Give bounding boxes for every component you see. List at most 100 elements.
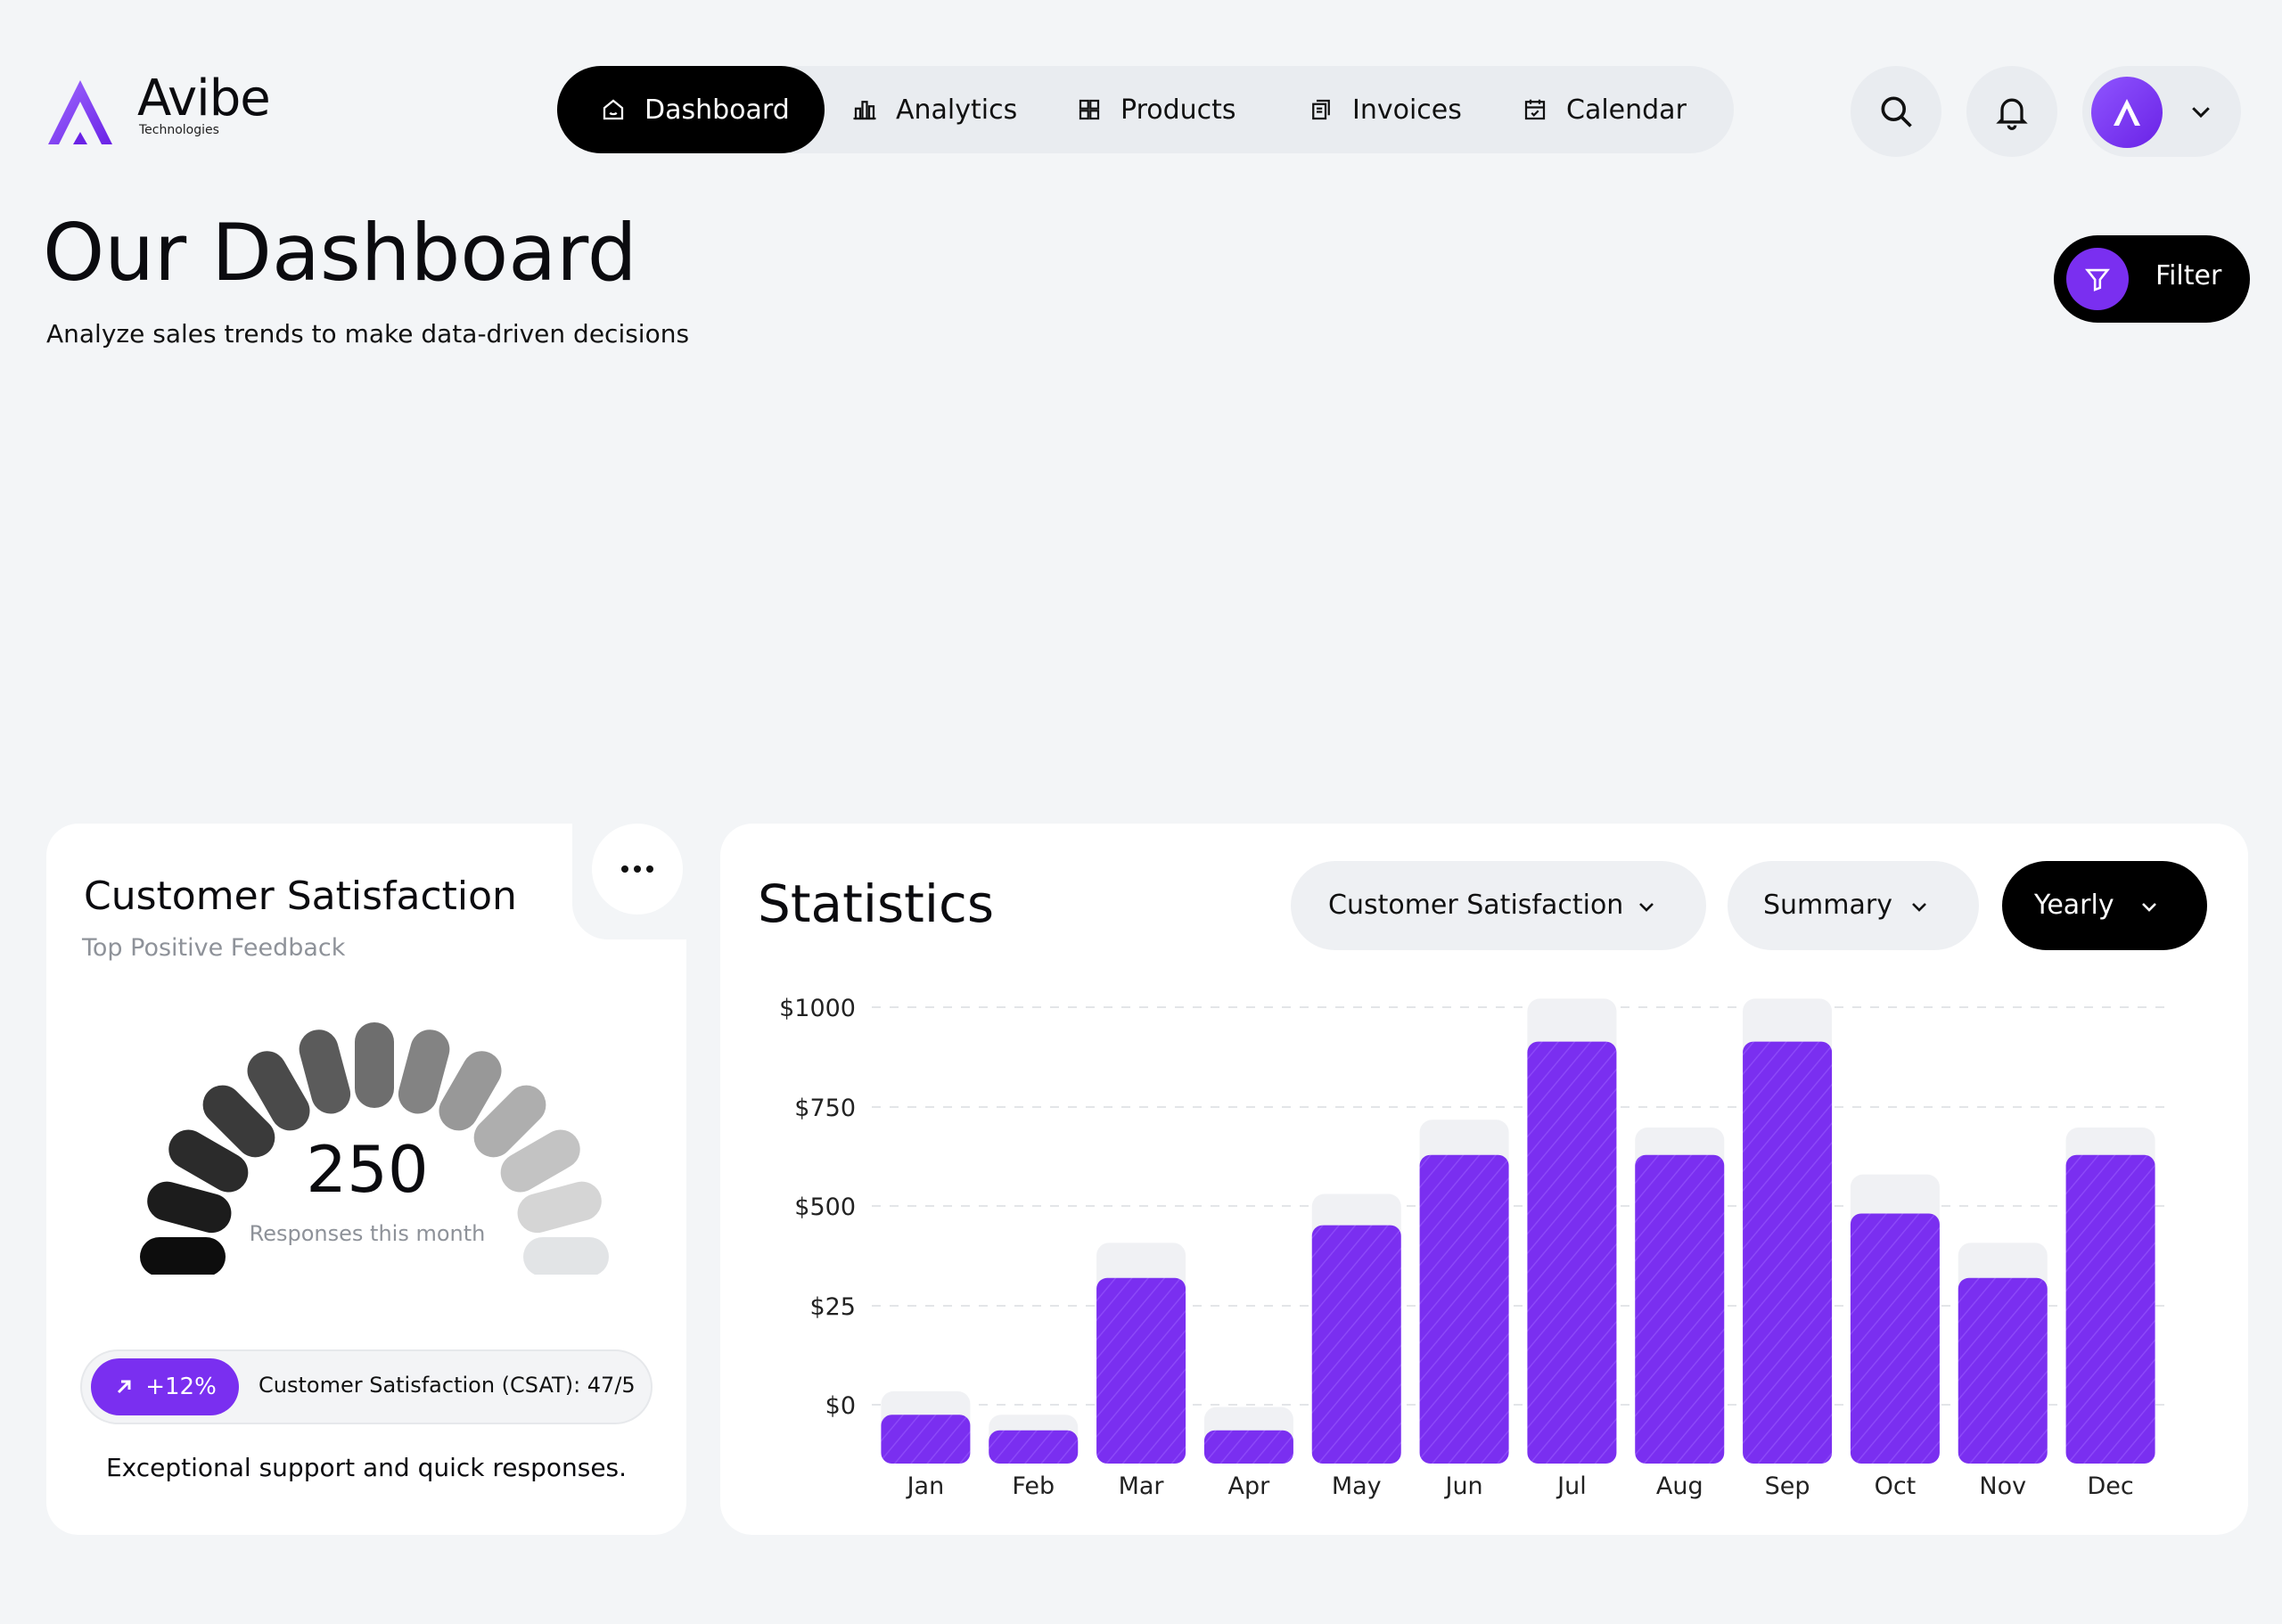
nav-item-products[interactable]: Products xyxy=(1076,66,1236,153)
chevron-down-icon xyxy=(2142,903,2156,912)
view-dropdown-label: Summary xyxy=(1763,890,1892,921)
gauge-segment xyxy=(523,1237,609,1275)
x-tick-label: May xyxy=(1332,1472,1382,1500)
filter-icon-wrap xyxy=(2066,248,2129,310)
grid-icon xyxy=(1079,99,1100,120)
filter-button[interactable]: Filter xyxy=(2054,235,2250,323)
more-options-button[interactable] xyxy=(592,824,683,915)
card-subtitle: Top Positive Feedback xyxy=(82,934,346,962)
brand-logo[interactable]: Avibe Technologies xyxy=(45,70,303,153)
csat-summary: +12% Customer Satisfaction (CSAT): 47/5 xyxy=(80,1349,653,1424)
bar-apr[interactable] xyxy=(1203,1430,1293,1464)
gauge-segment xyxy=(355,1022,394,1108)
y-tick-label: $0 xyxy=(825,1392,856,1420)
bar-chart-icon xyxy=(853,101,876,120)
nav-label: Invoices xyxy=(1352,94,1462,126)
csat-text: Customer Satisfaction (CSAT): 47/5 xyxy=(259,1373,636,1398)
brand-tagline: Technologies xyxy=(139,123,219,137)
y-tick-label: $25 xyxy=(809,1293,856,1321)
gauge-segment xyxy=(517,1181,602,1234)
responses-count: 250 xyxy=(306,1132,429,1207)
y-tick-label: $1000 xyxy=(779,995,856,1022)
bar-aug[interactable] xyxy=(1635,1154,1725,1464)
gauge-segment xyxy=(147,1181,232,1234)
card-title: Customer Satisfaction xyxy=(84,874,517,919)
nav-item-invoices[interactable]: Invoices xyxy=(1308,66,1462,153)
avatar xyxy=(2091,77,2163,148)
bar-feb[interactable] xyxy=(989,1430,1079,1464)
metric-dropdown-label: Customer Satisfaction xyxy=(1328,890,1624,921)
x-tick-label: Oct xyxy=(1875,1472,1917,1500)
home-icon xyxy=(603,99,624,120)
responses-label: Responses this month xyxy=(249,1221,486,1246)
chevron-down-icon xyxy=(1639,903,1654,912)
x-tick-label: Jun xyxy=(1443,1472,1482,1500)
satisfaction-gauge xyxy=(140,1022,609,1275)
y-tick-label: $750 xyxy=(794,1095,856,1122)
x-tick-label: Mar xyxy=(1119,1472,1165,1500)
bar-jun[interactable] xyxy=(1419,1154,1509,1464)
x-tick-label: Jul xyxy=(1556,1472,1587,1500)
bar-sep[interactable] xyxy=(1743,1041,1833,1464)
notifications-button[interactable] xyxy=(1966,66,2057,157)
bar-dec[interactable] xyxy=(2065,1154,2155,1464)
metric-dropdown[interactable]: Customer Satisfaction xyxy=(1291,861,1706,950)
main-navigation: Dashboard Analytics Products Invoices Ca… xyxy=(557,66,1734,153)
change-badge: +12% xyxy=(91,1358,239,1415)
nav-label: Dashboard xyxy=(644,94,790,126)
gauge-segment xyxy=(168,1129,249,1193)
gauge-segment xyxy=(439,1051,502,1131)
gauge-segment xyxy=(473,1085,546,1158)
profile-menu[interactable] xyxy=(2082,66,2241,157)
search-icon xyxy=(1881,96,1912,127)
bar-mar[interactable] xyxy=(1096,1277,1186,1464)
x-tick-label: Sep xyxy=(1765,1472,1810,1500)
brand-name: Avibe xyxy=(137,70,271,127)
calendar-icon xyxy=(1524,99,1546,120)
gauge-segment xyxy=(500,1129,580,1193)
x-tick-label: Nov xyxy=(1979,1472,2026,1500)
x-tick-label: Feb xyxy=(1012,1472,1055,1500)
x-tick-label: Jan xyxy=(906,1472,945,1500)
statistics-bar-chart: $0 $25 $500 $750 $1000 Jan Feb Mar Apr May Jun Jul A… xyxy=(779,995,2164,1500)
document-icon xyxy=(1312,99,1330,120)
view-dropdown[interactable]: Summary xyxy=(1728,861,1979,950)
x-tick-label: Dec xyxy=(2087,1472,2133,1500)
logo-mark-icon xyxy=(48,80,112,144)
bar-jul[interactable] xyxy=(1527,1041,1617,1464)
more-horizontal-icon xyxy=(621,865,653,873)
filter-label: Filter xyxy=(2155,260,2222,291)
period-dropdown[interactable]: Yearly xyxy=(2002,861,2207,950)
arrow-up-right-icon xyxy=(118,1380,131,1394)
nav-item-analytics[interactable]: Analytics xyxy=(851,66,1017,153)
nav-item-calendar[interactable]: Calendar xyxy=(1522,66,1687,153)
card-footer-text: Exceptional support and quick responses. xyxy=(105,1453,628,1482)
avatar-logo-icon xyxy=(2114,99,2140,126)
search-button[interactable] xyxy=(1851,66,1941,157)
bar-jan[interactable] xyxy=(881,1415,971,1464)
gauge-segment xyxy=(140,1237,226,1275)
y-tick-label: $500 xyxy=(794,1193,856,1221)
gauge-segment xyxy=(247,1051,310,1131)
bell-icon xyxy=(1996,98,2028,130)
nav-label: Calendar xyxy=(1566,94,1687,126)
nav-label: Products xyxy=(1120,94,1236,126)
gauge-segment xyxy=(398,1029,450,1114)
chevron-down-icon xyxy=(2192,107,2210,119)
bar-may[interactable] xyxy=(1311,1225,1401,1464)
x-tick-label: Apr xyxy=(1228,1472,1271,1500)
chevron-down-icon xyxy=(1912,903,1926,912)
gauge-segment xyxy=(202,1085,275,1158)
gauge-segment xyxy=(299,1029,351,1114)
bar-oct[interactable] xyxy=(1850,1213,1940,1464)
period-dropdown-label: Yearly xyxy=(2034,890,2114,921)
bar-nov[interactable] xyxy=(1958,1277,2048,1464)
filter-icon xyxy=(2085,268,2110,291)
nav-item-dashboard[interactable]: Dashboard xyxy=(557,66,825,153)
change-value: +12% xyxy=(145,1374,217,1400)
nav-label: Analytics xyxy=(896,94,1018,126)
page-title: Our Dashboard xyxy=(43,207,637,299)
statistics-title: Statistics xyxy=(758,874,995,934)
page-subtitle: Analyze sales trends to make data-driven… xyxy=(46,319,690,349)
x-tick-label: Aug xyxy=(1656,1472,1703,1500)
